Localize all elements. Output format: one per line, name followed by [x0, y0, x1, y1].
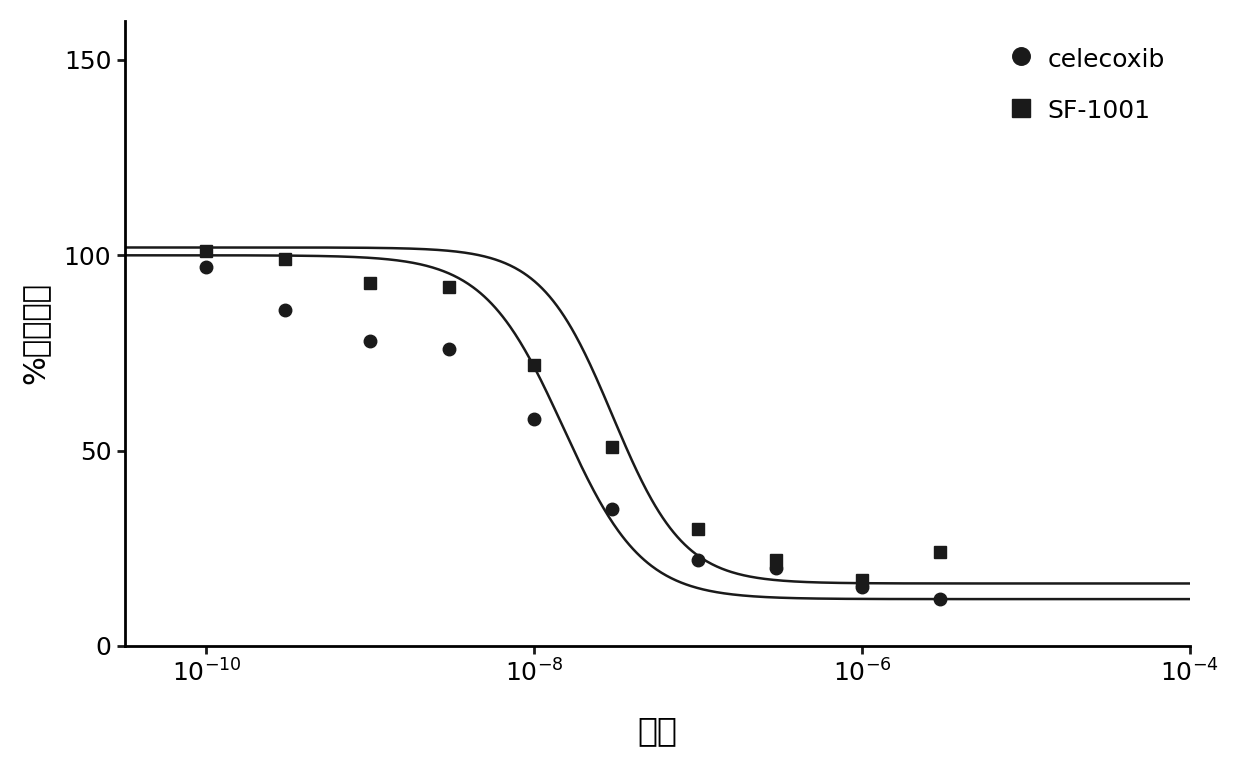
Y-axis label: %抗展胲能: %抗展胲能	[21, 283, 50, 384]
X-axis label: 浓度: 浓度	[637, 714, 677, 747]
Legend: celecoxib, SF-1001: celecoxib, SF-1001	[1002, 33, 1177, 136]
